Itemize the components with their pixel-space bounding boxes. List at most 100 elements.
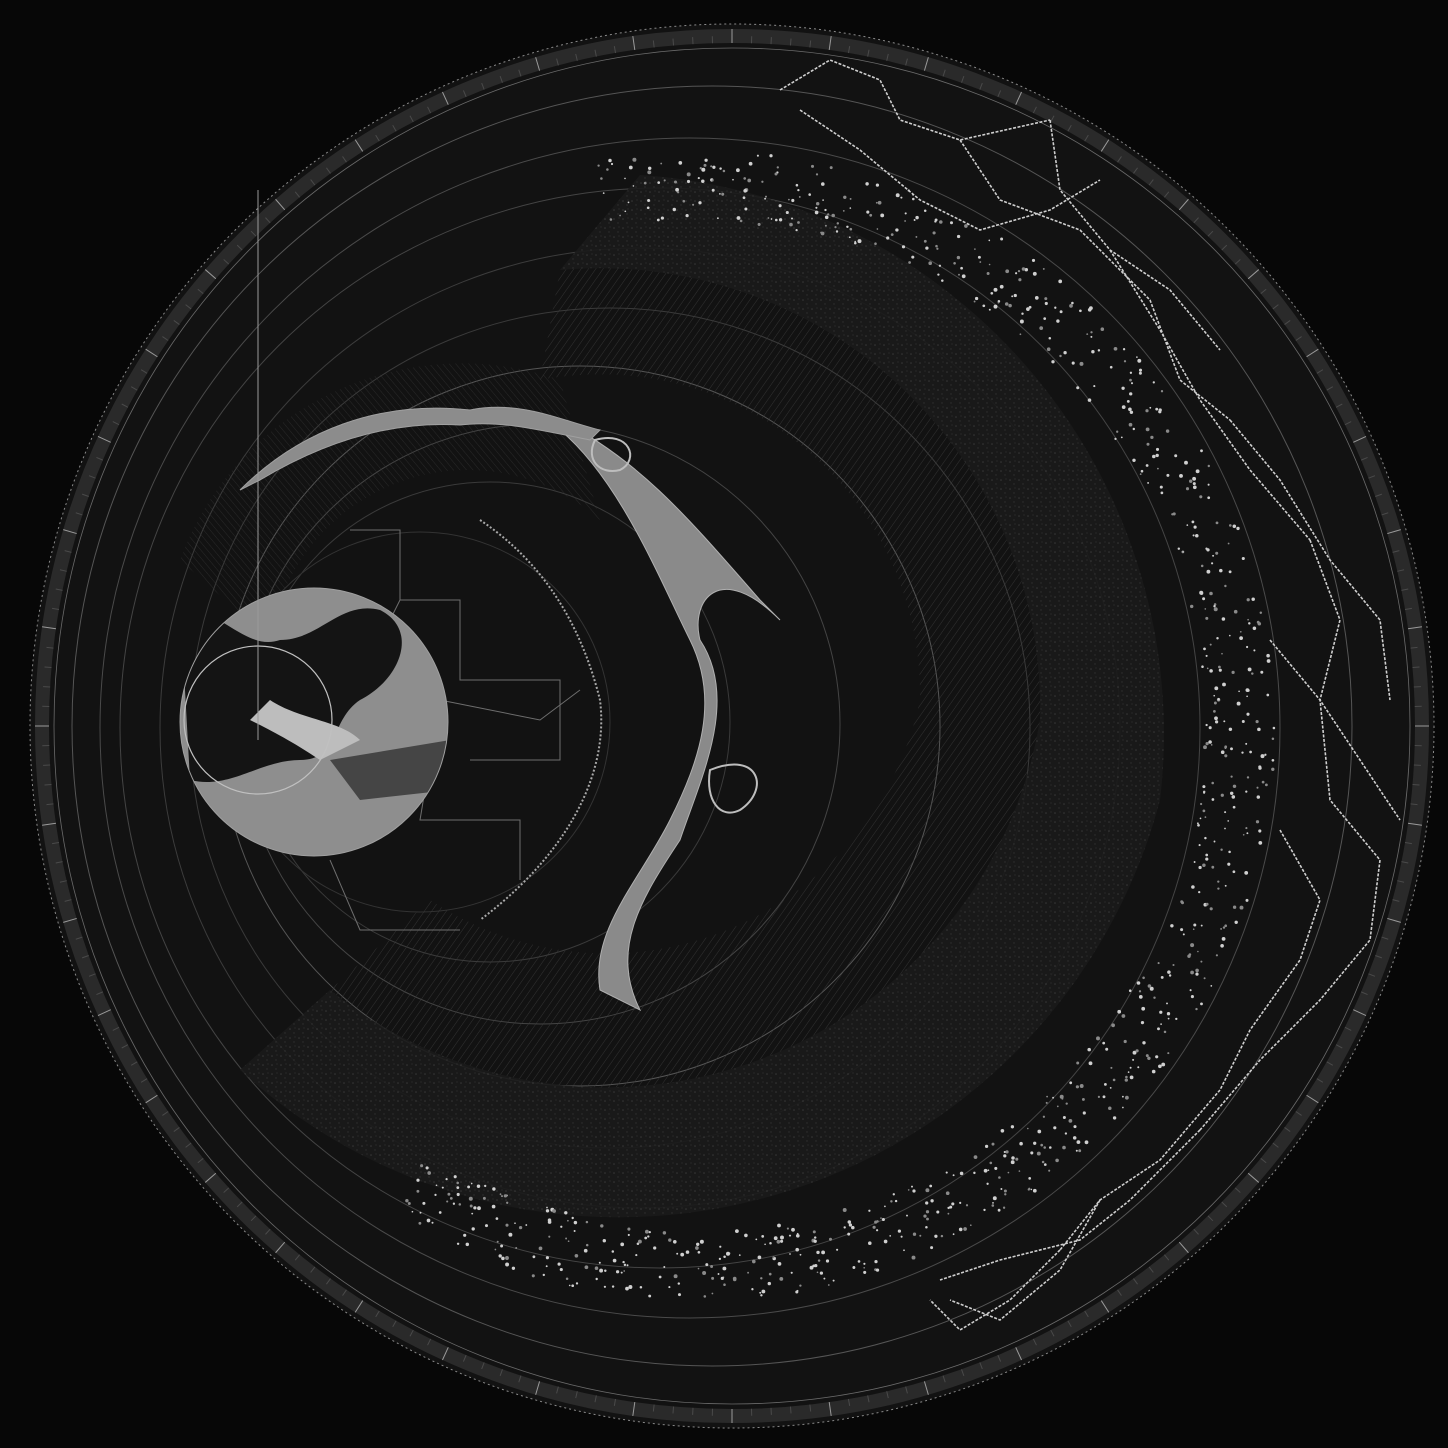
settlement-dot — [1097, 1095, 1101, 1099]
settlement-dot — [1241, 720, 1245, 723]
settlement-dot — [863, 1262, 866, 1265]
settlement-dot — [1190, 970, 1194, 975]
settlement-dot — [1203, 745, 1207, 750]
settlement-dot — [620, 1242, 625, 1247]
frame-tick — [204, 1172, 217, 1183]
settlement-dot — [1090, 331, 1093, 334]
settlement-dot — [983, 1168, 988, 1173]
settlement-dot — [1152, 454, 1156, 459]
frame-tick — [1247, 269, 1260, 280]
frame-tick — [1295, 336, 1302, 341]
settlement-dot — [609, 218, 613, 221]
settlement-dot — [1021, 312, 1024, 315]
settlement-dot — [719, 167, 722, 170]
settlement-dot — [1248, 622, 1251, 625]
settlement-dot — [1128, 422, 1133, 427]
frame-tick — [997, 90, 1002, 98]
settlement-dot — [484, 1224, 489, 1228]
settlement-dot — [495, 1217, 499, 1220]
settlement-dot — [769, 1241, 772, 1245]
settlement-dot — [1000, 1188, 1003, 1190]
settlement-dot — [852, 1266, 856, 1269]
settlement-dot — [1218, 668, 1222, 672]
settlement-dot-band — [405, 154, 1276, 1298]
settlement-dot — [829, 166, 833, 170]
frame-tick — [1335, 403, 1343, 408]
settlement-dot — [1075, 1085, 1080, 1089]
settlement-dot — [469, 1204, 473, 1208]
settlement-dot — [1220, 848, 1223, 851]
core-water-body — [179, 587, 449, 857]
settlement-dot — [824, 208, 827, 212]
settlement-dot — [912, 193, 915, 196]
settlement-dot — [1137, 358, 1142, 363]
settlement-dot — [1215, 521, 1219, 525]
settlement-dot — [1172, 963, 1175, 967]
settlement-dot — [620, 1271, 623, 1274]
settlement-dot — [1199, 802, 1203, 806]
frame-tick — [942, 69, 946, 77]
settlement-dot — [857, 1260, 861, 1263]
frame-tick — [162, 1111, 169, 1116]
settlement-dot — [1256, 786, 1259, 789]
settlement-dot — [1137, 1066, 1140, 1069]
settlement-dot — [506, 1201, 509, 1204]
frame-tick — [979, 82, 983, 90]
frame-tick — [1375, 493, 1383, 497]
settlement-dot — [945, 1171, 948, 1174]
settlement-dot — [407, 1202, 411, 1205]
settlement-dot — [1220, 750, 1225, 755]
settlement-dot — [1211, 781, 1214, 785]
settlement-dot — [545, 1209, 550, 1213]
frame-tick — [923, 57, 929, 71]
settlement-dot — [721, 192, 725, 196]
settlement-dot — [492, 1187, 496, 1191]
settlement-dot — [1072, 1136, 1077, 1140]
settlement-dot — [1030, 1188, 1033, 1191]
settlement-dot — [930, 1199, 934, 1203]
settlement-dot — [611, 1250, 615, 1253]
settlement-dot — [1220, 793, 1224, 797]
frame-tick — [1344, 1026, 1352, 1031]
settlement-dot — [881, 1217, 885, 1222]
frame-tick — [535, 1381, 541, 1395]
settlement-dot — [791, 198, 795, 203]
settlement-dot — [1128, 989, 1132, 992]
settlement-dot — [697, 177, 700, 180]
settlement-dot — [585, 1243, 589, 1247]
frame-tick — [392, 124, 397, 132]
frame-tick — [130, 1061, 138, 1066]
settlement-dot — [1068, 1119, 1073, 1123]
settlement-dot — [1026, 307, 1030, 311]
settlement-dot — [889, 1235, 892, 1237]
settlement-dot — [900, 1235, 903, 1238]
frame-tick — [1050, 115, 1055, 123]
settlement-dot — [678, 161, 683, 165]
settlement-dot — [471, 1212, 474, 1215]
frame-tick — [375, 134, 380, 142]
settlement-dot — [1160, 975, 1164, 979]
frame-tick — [789, 1406, 792, 1414]
settlement-dot — [598, 1261, 601, 1264]
settlement-dot — [1229, 791, 1234, 796]
frame-tick — [1260, 1157, 1267, 1164]
settlement-dot — [1195, 533, 1199, 538]
settlement-dot — [711, 1276, 715, 1280]
settlement-dot — [1132, 1050, 1137, 1055]
settlement-dot — [973, 300, 976, 303]
settlement-dot — [866, 210, 870, 214]
frame-tick — [632, 36, 636, 51]
settlement-dot — [545, 1256, 549, 1260]
settlement-dot — [849, 197, 852, 200]
settlement-dot — [1004, 302, 1009, 306]
settlement-dot — [823, 1277, 826, 1280]
settlement-dot — [1260, 670, 1264, 674]
frame-tick — [52, 841, 60, 845]
settlement-dot — [1220, 927, 1223, 930]
settlement-dot — [1228, 850, 1231, 854]
settlement-dot — [969, 1224, 972, 1227]
settlement-dot — [552, 1209, 556, 1213]
settlement-dot — [1087, 307, 1092, 312]
settlement-dot — [604, 1269, 607, 1272]
settlement-dot — [648, 1294, 652, 1298]
